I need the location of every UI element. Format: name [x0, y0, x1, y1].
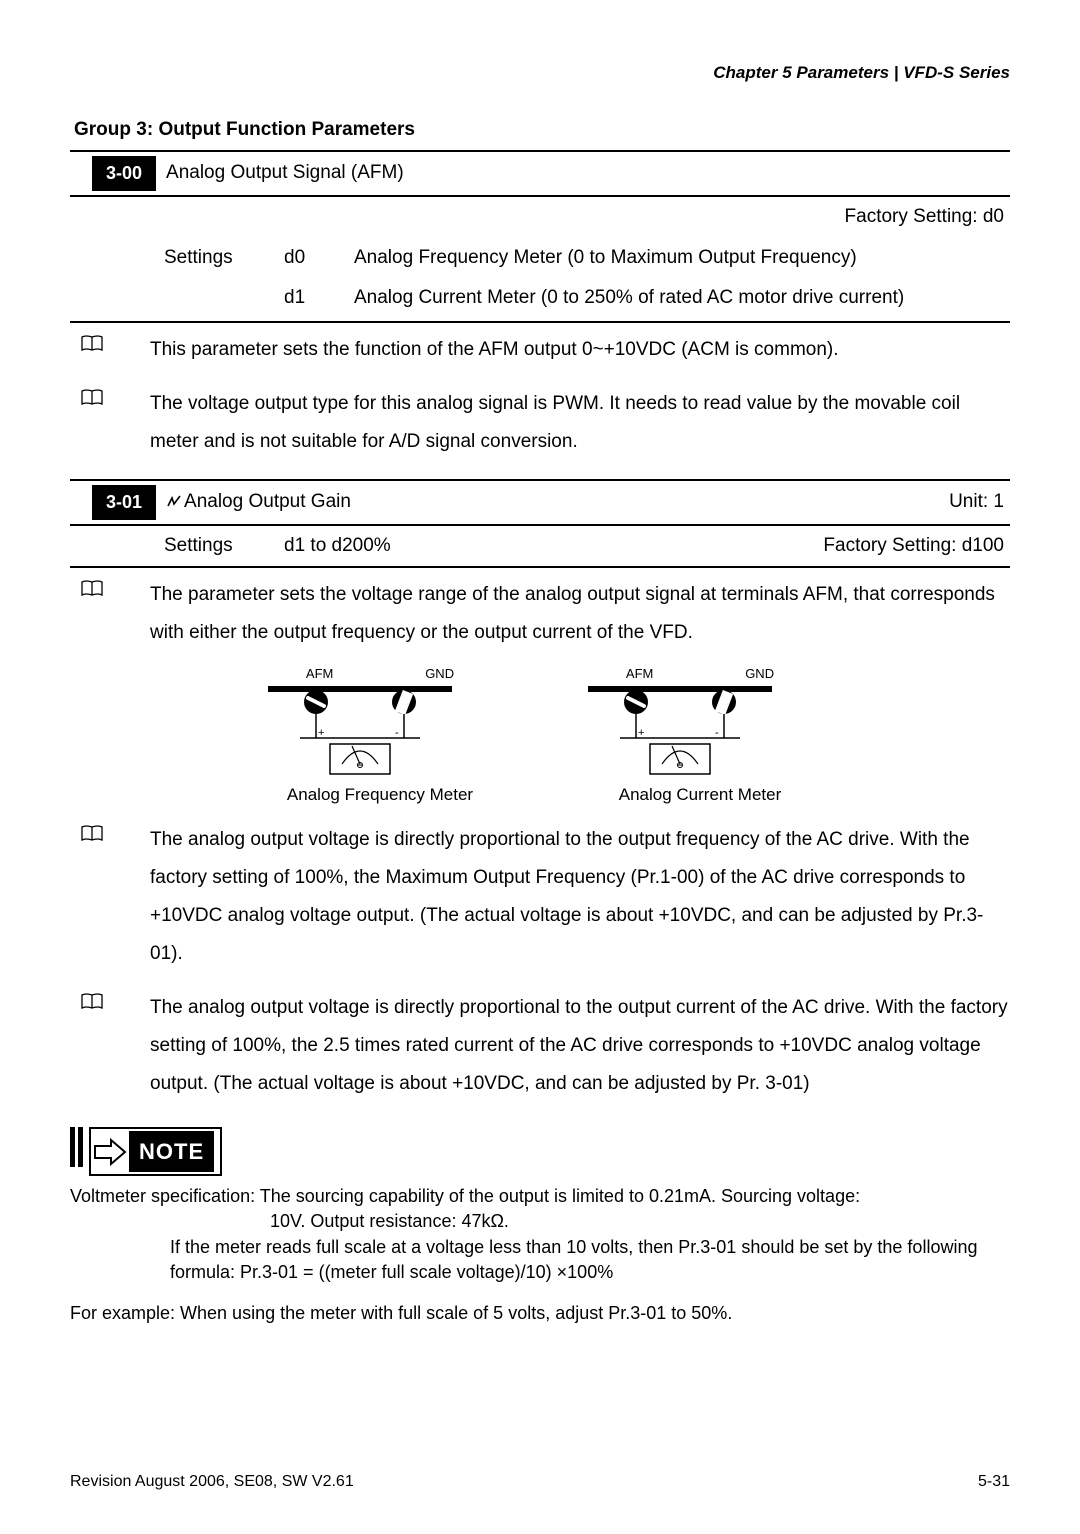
bullet-item: The parameter sets the voltage range of …	[70, 568, 1010, 660]
diagram-current-meter: AFM GND + - Analog Current Meter	[580, 664, 820, 807]
settings-desc: Analog Current Meter (0 to 250% of rated…	[354, 284, 1010, 313]
book-icon	[80, 993, 104, 1011]
terminal-label: AFM	[306, 664, 333, 684]
svg-text:+: +	[638, 727, 644, 739]
arrow-icon	[93, 1136, 129, 1168]
bullet-item: The analog output voltage is directly pr…	[70, 981, 1010, 1111]
factory-setting: Factory Setting: d100	[823, 532, 1010, 561]
settings-label-empty	[164, 284, 284, 313]
param-number-badge: 3-00	[92, 156, 156, 191]
chapter-header: Chapter 5 Parameters | VFD-S Series	[70, 60, 1010, 86]
bullet-text: The analog output voltage is directly pr…	[150, 989, 1010, 1103]
diagram-caption: Analog Current Meter	[580, 782, 820, 808]
bullet-item: This parameter sets the function of the …	[70, 323, 1010, 377]
settings-label: Settings	[164, 532, 284, 561]
example-text: For example: When using the meter with f…	[70, 1300, 1010, 1327]
footer-page-number: 5-31	[978, 1470, 1010, 1494]
settings-code: d1	[284, 284, 354, 313]
settings-value: d1 to d200%	[284, 532, 391, 561]
note-box: NOTE	[89, 1127, 222, 1176]
settings-row: Settings d0 Analog Frequency Meter (0 to…	[70, 238, 1010, 279]
param-title: Analog Output Signal (AFM)	[166, 159, 404, 188]
param-title-text: Analog Output Gain	[184, 491, 351, 512]
terminal-label: GND	[745, 664, 774, 684]
bullet-item: The analog output voltage is directly pr…	[70, 813, 1010, 981]
svg-text:+: +	[318, 727, 324, 739]
page-footer: Revision August 2006, SE08, SW V2.61 5-3…	[70, 1470, 1010, 1494]
voltmeter-spec-line3: If the meter reads full scale at a volta…	[170, 1235, 1010, 1284]
param-title: Analog Output Gain	[166, 488, 351, 517]
note-label: NOTE	[129, 1131, 214, 1172]
note-bars-icon	[70, 1127, 83, 1176]
terminal-label: GND	[425, 664, 454, 684]
terminal-label: AFM	[626, 664, 653, 684]
group-title: Group 3: Output Function Parameters	[74, 116, 1010, 145]
svg-text:-: -	[395, 727, 399, 739]
bullet-text: This parameter sets the function of the …	[150, 331, 1010, 369]
voltmeter-spec-line1: Voltmeter specification: The sourcing ca…	[70, 1184, 1010, 1209]
param-3-01-header: 3-01 Analog Output Gain Unit: 1	[70, 481, 1010, 524]
meter-diagram-svg: + -	[580, 686, 780, 778]
param-3-00-header: 3-00 Analog Output Signal (AFM)	[70, 152, 1010, 195]
unit-label: Unit: 1	[949, 488, 1010, 517]
settings-row: Settings d1 to d200% Factory Setting: d1…	[70, 526, 1010, 567]
bullet-item: The voltage output type for this analog …	[70, 377, 1010, 469]
factory-setting: Factory Setting: d0	[70, 197, 1010, 238]
settings-desc: Analog Frequency Meter (0 to Maximum Out…	[354, 244, 1010, 273]
book-icon	[80, 825, 104, 843]
diagram-freq-meter: AFM GND + - Analog Frequency Meter	[260, 664, 500, 807]
note-banner: NOTE	[70, 1127, 1010, 1176]
diagram-row: AFM GND + - Analog Frequency Meter AFM G…	[70, 664, 1010, 807]
settings-label: Settings	[164, 244, 284, 273]
settings-code: d0	[284, 244, 354, 273]
footer-revision: Revision August 2006, SE08, SW V2.61	[70, 1470, 354, 1494]
book-icon	[80, 389, 104, 407]
settings-row: d1 Analog Current Meter (0 to 250% of ra…	[70, 278, 1010, 321]
svg-text:-: -	[715, 727, 719, 739]
bullet-text: The voltage output type for this analog …	[150, 385, 1010, 461]
param-number-badge: 3-01	[92, 485, 156, 520]
diagram-caption: Analog Frequency Meter	[260, 782, 500, 808]
bullet-text: The analog output voltage is directly pr…	[150, 821, 1010, 973]
voltmeter-spec-line2: 10V. Output resistance: 47kΩ.	[270, 1209, 1010, 1233]
bullet-text: The parameter sets the voltage range of …	[150, 576, 1010, 652]
book-icon	[80, 580, 104, 598]
meter-diagram-svg: + -	[260, 686, 460, 778]
book-icon	[80, 335, 104, 353]
